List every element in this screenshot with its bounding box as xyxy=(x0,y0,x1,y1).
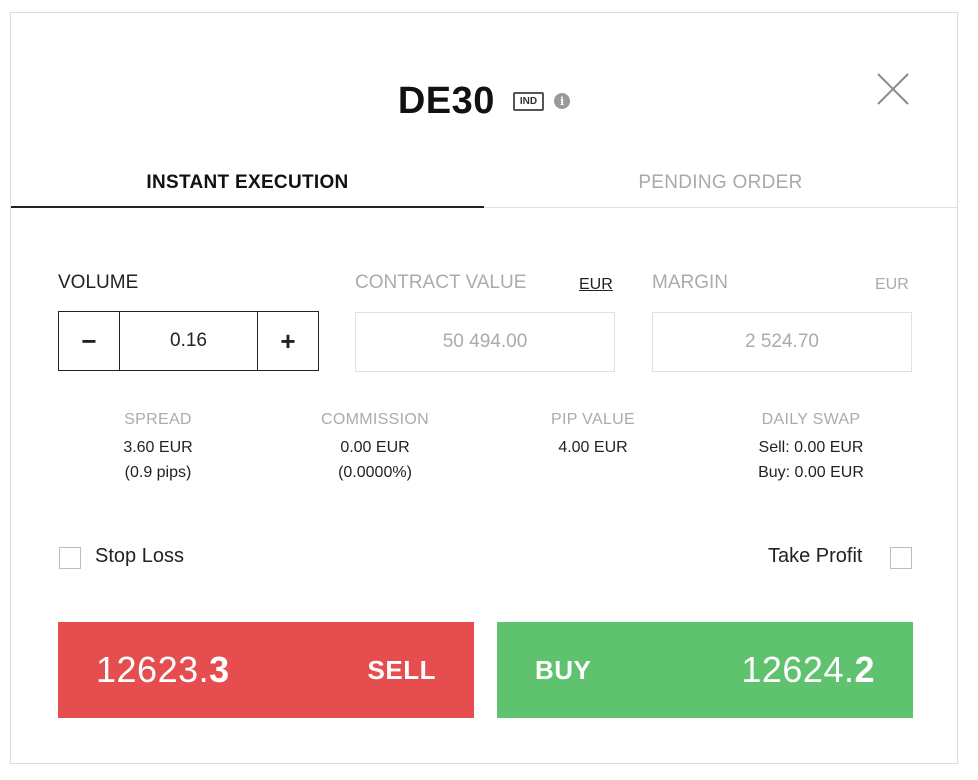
take-profit-checkbox[interactable] xyxy=(890,547,912,569)
margin-label: MARGIN xyxy=(652,272,728,293)
order-type-tabs: INSTANT EXECUTION PENDING ORDER xyxy=(11,159,957,208)
sell-button[interactable]: 12623.3 SELL xyxy=(58,622,474,718)
sell-price: 12623.3 xyxy=(96,649,230,690)
commission-percent: (0.0000%) xyxy=(338,464,412,481)
close-button[interactable] xyxy=(875,71,911,107)
daily-swap-label: DAILY SWAP xyxy=(761,411,861,428)
buy-price: 12624.2 xyxy=(741,649,875,690)
info-icon[interactable]: i xyxy=(554,93,571,109)
order-dialog: DE30 IND i INSTANT EXECUTION PENDING ORD… xyxy=(10,12,958,764)
daily-swap-sell: Sell: 0.00 EUR xyxy=(758,439,864,456)
instrument-symbol: DE30 xyxy=(397,79,495,122)
stop-loss-checkbox[interactable] xyxy=(59,547,81,569)
buy-label: BUY xyxy=(535,654,592,685)
volume-stepper: − 0.16 + xyxy=(58,311,319,371)
commission-value: 0.00 EUR xyxy=(340,439,410,456)
volume-label: VOLUME xyxy=(58,272,139,293)
spread-stat: SPREAD 3.60 EUR (0.9 pips) xyxy=(63,411,253,485)
tab-pending-order[interactable]: PENDING ORDER xyxy=(638,172,803,193)
stop-loss-label[interactable]: Stop Loss xyxy=(95,545,184,567)
volume-decrease-button[interactable]: − xyxy=(81,325,97,356)
daily-swap-buy: Buy: 0.00 EUR xyxy=(758,464,864,481)
buy-button[interactable]: BUY 12624.2 xyxy=(497,622,913,718)
volume-input[interactable]: 0.16 xyxy=(119,312,258,370)
instrument-type-badge: IND xyxy=(512,91,545,111)
close-icon xyxy=(877,73,909,105)
dialog-header: DE30 IND i xyxy=(11,71,957,131)
commission-stat: COMMISSION 0.00 EUR (0.0000%) xyxy=(280,411,470,485)
spread-label: SPREAD xyxy=(124,411,192,428)
pip-value-label: PIP VALUE xyxy=(551,411,635,428)
spread-pips: (0.9 pips) xyxy=(124,464,192,481)
sell-label: SELL xyxy=(367,654,436,685)
volume-increase-button[interactable]: + xyxy=(280,325,296,356)
contract-value-field: 50 494.00 xyxy=(355,312,615,372)
contract-value-label: CONTRACT VALUE xyxy=(355,272,527,293)
margin-currency: EUR xyxy=(875,276,909,293)
pip-value-stat: PIP VALUE 4.00 EUR xyxy=(498,411,688,460)
commission-label: COMMISSION xyxy=(321,411,429,428)
take-profit-label[interactable]: Take Profit xyxy=(768,545,863,567)
contract-value-currency-link[interactable]: EUR xyxy=(579,276,613,293)
pip-value-value: 4.00 EUR xyxy=(558,439,628,456)
spread-value: 3.60 EUR xyxy=(123,439,193,456)
tab-instant-execution[interactable]: INSTANT EXECUTION xyxy=(11,159,484,208)
daily-swap-stat: DAILY SWAP Sell: 0.00 EUR Buy: 0.00 EUR xyxy=(716,411,906,485)
margin-field: 2 524.70 xyxy=(652,312,912,372)
